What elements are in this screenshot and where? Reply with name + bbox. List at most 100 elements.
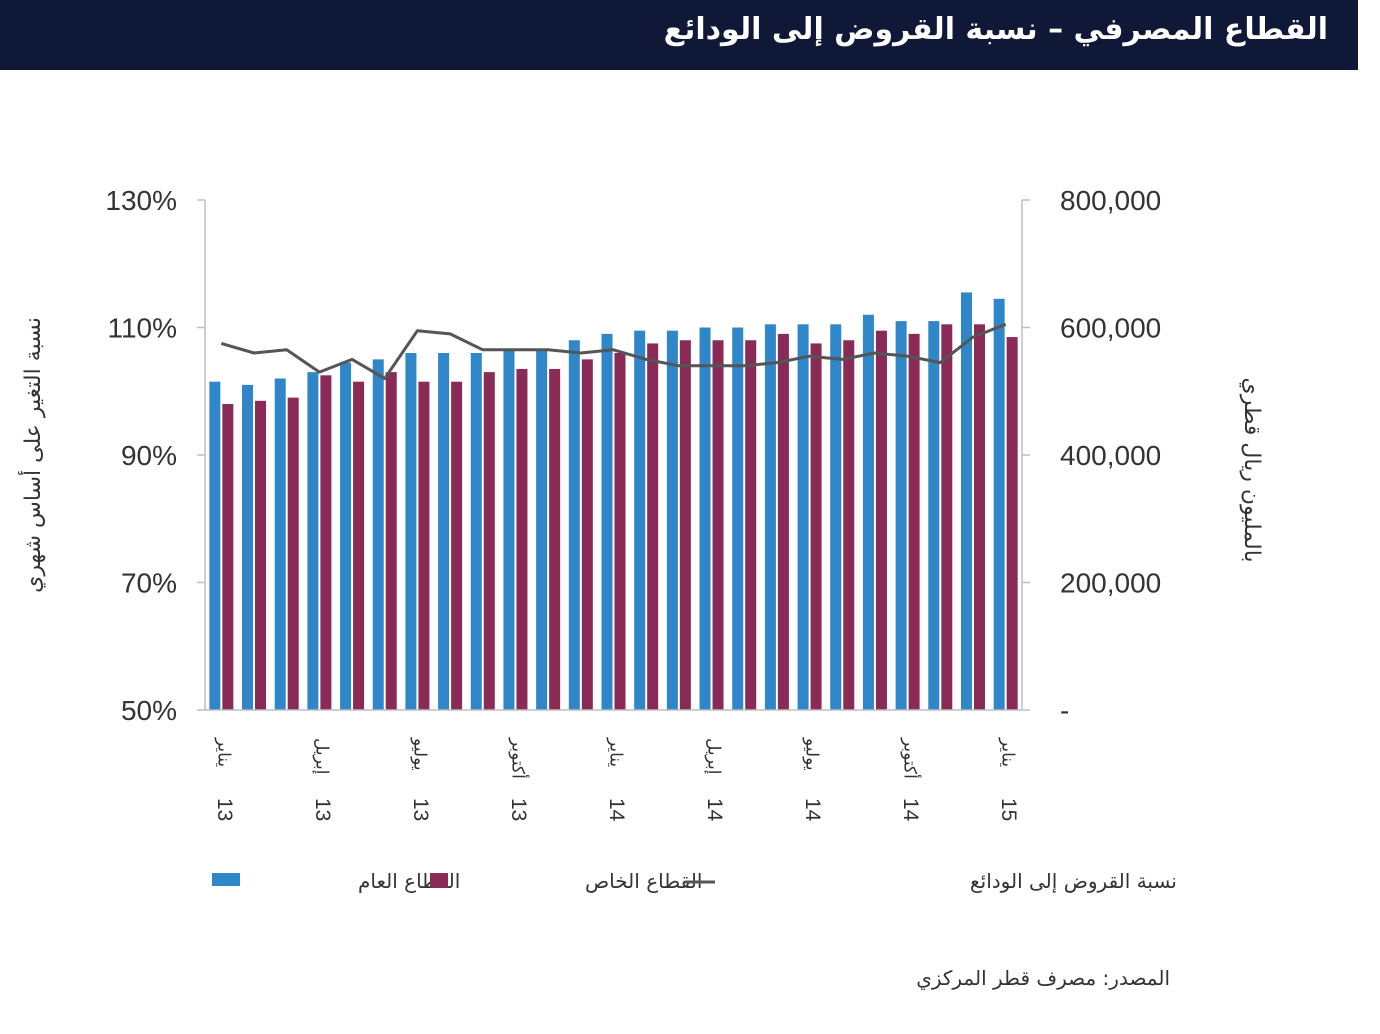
x-tick-month: إبريل xyxy=(311,738,331,774)
labels-group: 130% 800,000 110% 600,000 90% 400,000 70% 200,0… xyxy=(18,185,1264,822)
left-tick-label: 70% xyxy=(121,568,177,599)
x-tick-label: إبريل 14 xyxy=(703,738,726,822)
private-sector-bar xyxy=(320,375,332,710)
ratio-line-group xyxy=(220,322,1007,380)
legend-label-private: القطاع الخاص xyxy=(585,869,702,893)
private-sector-bar xyxy=(843,340,855,710)
title-banner: القطاع المصرفي – نسبة القروض إلى الودائع xyxy=(0,0,1358,70)
public-sector-bar xyxy=(340,362,352,710)
right-tick-label: 600,000 xyxy=(1060,313,1161,344)
public-sector-bar xyxy=(960,292,972,710)
x-tick-year: 15 xyxy=(997,798,1020,821)
x-tick-label: إبريل 13 xyxy=(311,738,334,821)
public-sector-bar xyxy=(699,327,711,710)
private-sector-bar xyxy=(549,368,561,710)
private-sector-bar xyxy=(483,372,495,710)
x-tick-month: يناير xyxy=(606,737,626,767)
private-sector-bar xyxy=(810,343,822,710)
x-tick-year: 13 xyxy=(213,798,236,821)
public-sector-bar xyxy=(372,359,384,710)
x-tick-label: يوليو 13 xyxy=(409,737,432,821)
x-tick-year: 13 xyxy=(507,798,530,821)
private-sector-bar xyxy=(385,372,397,710)
public-sector-bar xyxy=(438,353,450,710)
public-sector-bar xyxy=(666,330,678,710)
x-tick-label: أكتوبر 14 xyxy=(899,737,922,822)
right-tick-label: 200,000 xyxy=(1060,568,1161,599)
public-sector-bar xyxy=(634,330,646,710)
x-tick-year: 14 xyxy=(801,798,824,822)
public-sector-bar xyxy=(470,353,482,710)
public-sector-bar xyxy=(307,372,319,710)
private-sector-bar xyxy=(941,324,953,710)
private-sector-bar xyxy=(777,333,789,710)
source-note: المصدر: مصرف قطر المركزي xyxy=(916,966,1170,990)
x-tick-label: يناير 14 xyxy=(605,737,628,822)
left-axis-title: نسبة التغير على أساس شهري xyxy=(18,317,46,593)
x-tick-label: أكتوبر 13 xyxy=(507,737,530,821)
private-sector-bar xyxy=(516,368,528,710)
private-sector-bar xyxy=(679,340,691,710)
right-tick-label: 400,000 xyxy=(1060,440,1161,471)
x-tick-month: يوليو xyxy=(409,737,429,771)
x-tick-year: 13 xyxy=(409,798,432,821)
public-sector-bar xyxy=(830,324,842,710)
public-sector-bar xyxy=(405,353,417,710)
private-sector-bar xyxy=(581,359,593,710)
private-sector-bar xyxy=(745,340,757,710)
private-sector-bar xyxy=(875,330,887,710)
public-sector-bar xyxy=(536,349,548,710)
private-sector-bar xyxy=(908,333,920,710)
x-tick-year: 14 xyxy=(703,798,726,822)
x-tick-year: 14 xyxy=(605,798,628,822)
x-tick-month: أكتوبر xyxy=(507,737,529,779)
private-sector-bar xyxy=(287,397,299,710)
public-sector-bar xyxy=(601,333,613,710)
page-title: القطاع المصرفي – نسبة القروض إلى الودائع xyxy=(663,12,1328,47)
right-tick-label: 800,000 xyxy=(1060,185,1161,216)
public-sector-bar xyxy=(928,321,940,710)
ratio-line xyxy=(220,322,1007,380)
right-axis-title: بالمليون ريال قطري xyxy=(1239,377,1264,562)
public-sector-bar xyxy=(209,381,221,710)
x-tick-month: يناير xyxy=(213,737,233,767)
x-tick-month: يوليو xyxy=(802,737,822,771)
bars-group xyxy=(209,292,1018,710)
x-tick-year: 14 xyxy=(899,798,922,822)
legend: القطاع العام القطاع الخاص نسبة القروض إلى … xyxy=(212,869,1177,894)
private-sector-bar xyxy=(222,404,234,710)
x-tick-label: يوليو 14 xyxy=(801,737,824,822)
private-sector-bar xyxy=(973,324,985,710)
x-tick-label: يناير 13 xyxy=(213,737,236,821)
private-sector-bar xyxy=(647,343,659,710)
public-sector-bar xyxy=(503,349,515,710)
public-sector-bar xyxy=(242,384,254,710)
public-sector-bar xyxy=(764,324,776,710)
legend-swatch-public xyxy=(212,873,240,886)
x-tick-month: يناير xyxy=(998,737,1018,767)
x-tick-month: أكتوبر xyxy=(900,737,922,779)
public-sector-bar xyxy=(797,324,809,710)
left-tick-label: 110% xyxy=(107,313,177,344)
left-tick-label: 50% xyxy=(121,695,177,726)
private-sector-bar xyxy=(418,381,430,710)
public-sector-bar xyxy=(568,340,580,710)
private-sector-bar xyxy=(614,353,626,710)
public-sector-bar xyxy=(993,298,1005,710)
public-sector-bar xyxy=(895,321,907,710)
left-tick-label: 90% xyxy=(121,440,177,471)
private-sector-bar xyxy=(353,381,365,710)
public-sector-bar xyxy=(732,327,744,710)
legend-label-ratio: نسبة القروض إلى الودائع xyxy=(970,869,1177,894)
x-tick-label: يناير 15 xyxy=(997,737,1020,821)
x-tick-month: إبريل xyxy=(704,738,724,774)
private-sector-bar xyxy=(451,381,463,710)
x-tick-year: 13 xyxy=(311,798,334,821)
legend-swatch-private xyxy=(430,873,448,888)
public-sector-bar xyxy=(862,314,874,710)
axes-group xyxy=(197,199,1030,711)
right-tick-label: - xyxy=(1060,695,1069,726)
private-sector-bar xyxy=(255,400,267,710)
public-sector-bar xyxy=(274,378,286,710)
